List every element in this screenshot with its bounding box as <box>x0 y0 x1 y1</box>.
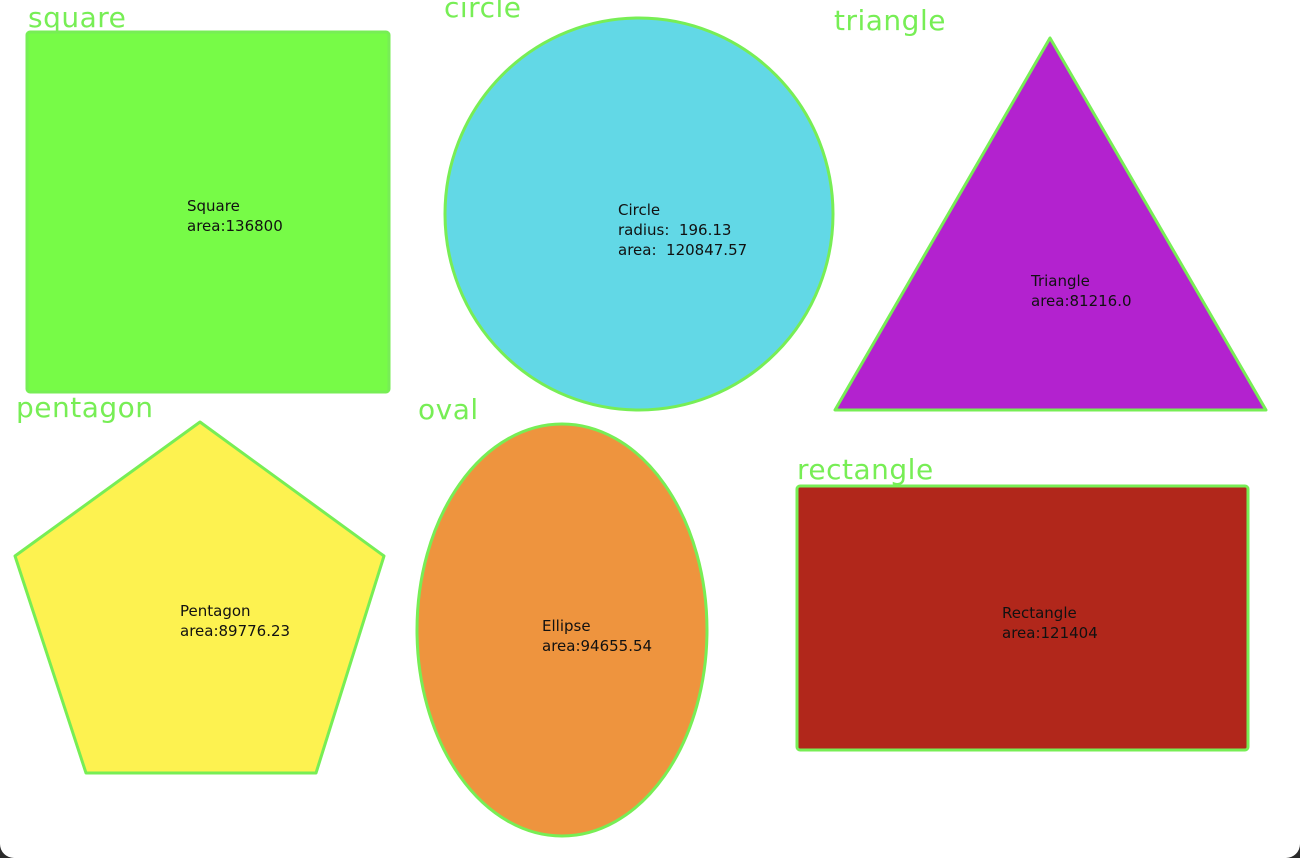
triangle-area: area:81216.0 <box>1031 292 1132 310</box>
oval-shape <box>415 422 709 838</box>
oval-name: Ellipse <box>542 617 591 635</box>
oval-label: oval <box>418 393 479 426</box>
rectangle-area: area:121404 <box>1002 624 1098 642</box>
pentagon-shape <box>13 420 386 775</box>
pentagon-name: Pentagon <box>180 602 251 620</box>
triangle-label: triangle <box>834 4 946 37</box>
circle-info: Circle radius: 196.13 area: 120847.57 <box>618 200 747 260</box>
square-info: Square area:136800 <box>187 196 283 236</box>
rectangle-info: Rectangle area:121404 <box>1002 603 1098 643</box>
circle-name: Circle <box>618 201 661 219</box>
square-label: square <box>28 1 127 34</box>
triangle-name: Triangle <box>1031 272 1090 290</box>
triangle-info: Triangle area:81216.0 <box>1031 271 1132 311</box>
pentagon-label: pentagon <box>16 391 154 424</box>
circle-radius: radius: 196.13 <box>618 221 732 239</box>
oval-area: area:94655.54 <box>542 637 653 655</box>
pentagon-info: Pentagon area:89776.23 <box>180 601 290 641</box>
square-name: Square <box>187 197 240 215</box>
square-area: area:136800 <box>187 217 283 235</box>
circle-label: circle <box>444 0 522 24</box>
pentagon-area: area:89776.23 <box>180 622 291 640</box>
circle-shape <box>443 16 835 412</box>
triangle-shape <box>833 36 1268 412</box>
oval-info: Ellipse area:94655.54 <box>542 616 652 656</box>
rectangle-name: Rectangle <box>1002 604 1077 622</box>
square-shape <box>25 30 391 394</box>
circle-area: area: 120847.57 <box>618 241 748 259</box>
rectangle-shape <box>795 484 1250 752</box>
rectangle-label: rectangle <box>797 453 934 486</box>
